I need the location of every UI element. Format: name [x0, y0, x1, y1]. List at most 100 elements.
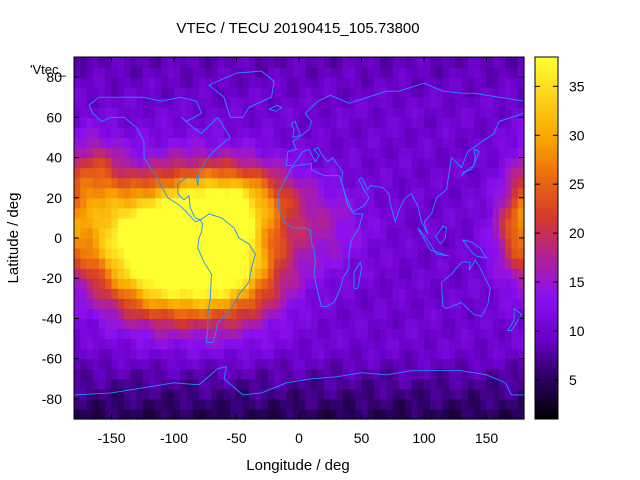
heatmap-cell [224, 248, 231, 259]
heatmap-cell [280, 268, 288, 279]
heatmap-cell [142, 298, 150, 309]
heatmap-cell [280, 137, 288, 149]
heatmap-cell [155, 348, 163, 360]
heatmap-cell [374, 268, 381, 279]
heatmap-cell [180, 358, 188, 370]
heatmap-cell [467, 177, 475, 189]
heatmap-cell [249, 328, 256, 340]
heatmap-cell [442, 288, 450, 299]
heatmap-cell [167, 388, 175, 400]
heatmap-cell [392, 207, 400, 219]
heatmap-cell [199, 207, 206, 219]
heatmap-cell [280, 157, 288, 169]
heatmap-cell [417, 278, 425, 289]
heatmap-cell [424, 268, 431, 279]
heatmap-cell [211, 268, 219, 279]
heatmap-cell [424, 358, 431, 370]
heatmap-cell [142, 197, 150, 209]
heatmap-cell [411, 238, 419, 249]
heatmap-cell [305, 368, 313, 380]
heatmap-cell [130, 107, 138, 118]
heatmap-cell [236, 388, 244, 400]
heatmap-cell [436, 57, 444, 68]
heatmap-cell [355, 328, 363, 340]
heatmap-cell [286, 308, 294, 320]
heatmap-cell [299, 298, 306, 309]
heatmap-cell [430, 147, 438, 159]
heatmap-cell [236, 207, 244, 219]
heatmap-cell [505, 278, 513, 289]
heatmap-cell [449, 368, 456, 380]
heatmap-cell [392, 167, 400, 179]
heatmap-cell [217, 77, 225, 88]
heatmap-cell [224, 177, 231, 189]
heatmap-cell [174, 298, 181, 309]
heatmap-cell [442, 368, 450, 380]
heatmap-cell [380, 348, 388, 360]
heatmap-cell [92, 147, 100, 159]
heatmap-cell [405, 258, 413, 269]
heatmap-cell [217, 328, 225, 340]
heatmap-cell [492, 137, 500, 149]
heatmap-cell [199, 388, 206, 400]
heatmap-cell [261, 117, 269, 128]
heatmap-cell [155, 368, 163, 380]
heatmap-cell [430, 368, 438, 380]
heatmap-cell [224, 258, 231, 269]
heatmap-cell [267, 398, 275, 410]
heatmap-cell [105, 147, 113, 159]
heatmap-cell [355, 167, 363, 179]
heatmap-cell [180, 258, 188, 269]
heatmap-cell [336, 268, 344, 279]
heatmap-cell [274, 288, 281, 299]
heatmap-cell [349, 117, 356, 128]
heatmap-cell [342, 67, 350, 78]
heatmap-cell [180, 398, 188, 410]
heatmap-cell [217, 107, 225, 118]
heatmap-cell [311, 157, 319, 169]
heatmap-cell [136, 368, 144, 380]
heatmap-cell [367, 398, 375, 410]
heatmap-cell [299, 137, 306, 149]
heatmap-cell [167, 398, 175, 410]
heatmap-cell [161, 278, 169, 289]
heatmap-cell [105, 197, 113, 209]
heatmap-cell [355, 358, 363, 370]
heatmap-cell [199, 147, 206, 159]
heatmap-cell [411, 97, 419, 108]
heatmap-cell [111, 248, 119, 259]
heatmap-cell [436, 107, 444, 118]
heatmap-cell [155, 358, 163, 370]
heatmap-cell [242, 217, 250, 229]
heatmap-cell [224, 268, 231, 279]
heatmap-cell [161, 248, 169, 259]
heatmap-cell [249, 227, 256, 239]
heatmap-cell [449, 117, 456, 128]
heatmap-cell [411, 107, 419, 118]
heatmap-cell [105, 258, 113, 269]
heatmap-cell [230, 278, 238, 289]
heatmap-cell [111, 268, 119, 279]
heatmap-cell [474, 398, 481, 410]
heatmap-cell [111, 298, 119, 309]
heatmap-cell [299, 207, 306, 219]
heatmap-cell [305, 258, 313, 269]
heatmap-cell [124, 338, 131, 350]
heatmap-cell [236, 227, 244, 239]
heatmap-cell [105, 97, 113, 108]
heatmap-cell [167, 278, 175, 289]
heatmap-cell [380, 298, 388, 309]
heatmap-cell [280, 167, 288, 179]
heatmap-cell [486, 147, 494, 159]
heatmap-cell [342, 157, 350, 169]
heatmap-cell [349, 288, 356, 299]
heatmap-cell [161, 238, 169, 249]
heatmap-cell [492, 408, 500, 420]
heatmap-cell [380, 77, 388, 88]
heatmap-cell [286, 97, 294, 108]
heatmap-cell [155, 338, 163, 350]
heatmap-cell [474, 87, 481, 98]
heatmap-cell [280, 107, 288, 118]
heatmap-cell [286, 278, 294, 289]
heatmap-cell [405, 398, 413, 410]
